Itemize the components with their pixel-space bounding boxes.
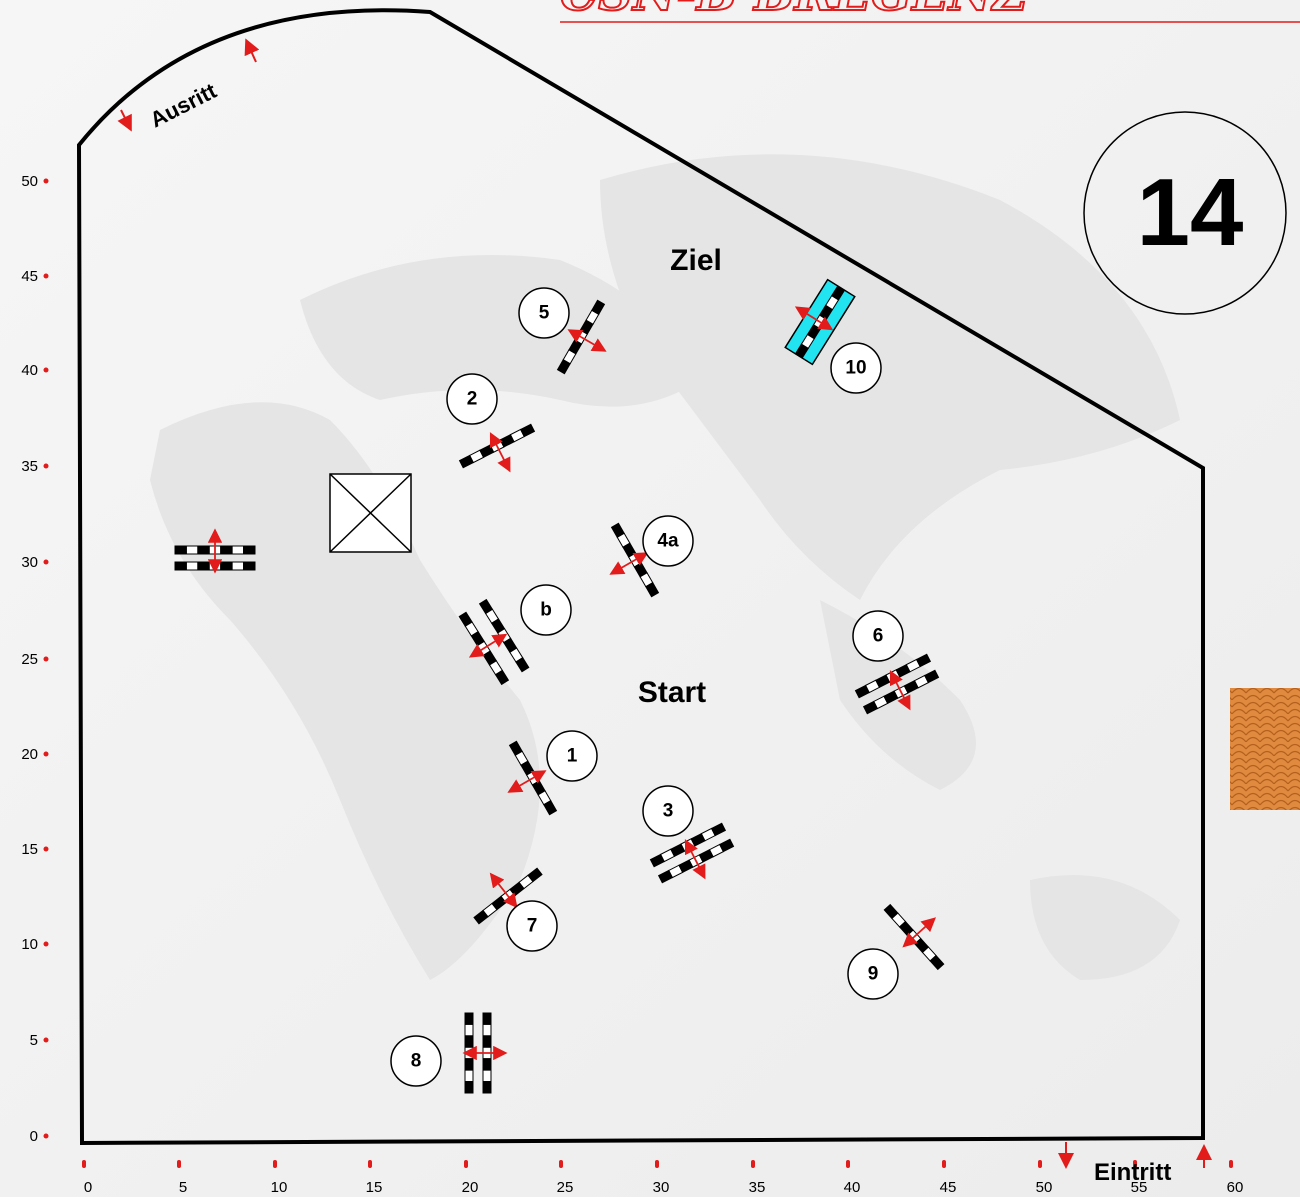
y-tick-mark (43, 463, 49, 469)
y-tick-label: 35 (21, 458, 38, 475)
obstacle-number-6-label: 6 (873, 626, 884, 647)
obstacle-number-8: 8 (390, 1035, 442, 1087)
course-number-badge: 14 (1083, 111, 1287, 315)
obstacle-5 (556, 299, 607, 375)
x-tick-mark (1038, 1160, 1042, 1168)
y-tick-mark (43, 178, 49, 184)
obstacle-number-10-label: 10 (845, 358, 866, 379)
x-tick-mark (177, 1160, 181, 1168)
y-tick-label: 40 (21, 362, 38, 379)
obstacle-4b (458, 598, 530, 686)
obstacle-number-7-label: 7 (527, 916, 538, 937)
y-tick-label: 25 (21, 651, 38, 668)
x-tick-mark (368, 1160, 372, 1168)
obstacle-number-3-label: 3 (663, 801, 674, 822)
x-tick-label: 10 (271, 1179, 288, 1196)
y-tick-label: 45 (21, 268, 38, 285)
obstacle-number-5-label: 5 (539, 303, 550, 324)
x-tick-label: 45 (940, 1179, 957, 1196)
y-tick-label: 50 (21, 173, 38, 190)
y-tick-mark (43, 273, 49, 279)
y-tick-mark (43, 941, 49, 947)
y-tick-label: 15 (21, 841, 38, 858)
y-tick-label: 10 (21, 936, 38, 953)
x-tick-label: 30 (653, 1179, 670, 1196)
y-tick-mark (43, 559, 49, 565)
obstacle-number-1-label: 1 (567, 746, 578, 767)
obstacle-number-4b-label: b (540, 600, 552, 621)
obstacle-9 (883, 903, 945, 971)
x-tick-mark (82, 1160, 86, 1168)
obstacle-number-10: 10 (830, 342, 882, 394)
obstacle-number-1: 1 (546, 730, 598, 782)
obstacle-1 (507, 740, 558, 816)
x-tick-mark (942, 1160, 946, 1168)
x-tick-mark (1133, 1160, 1137, 1168)
obstacle-number-2: 2 (446, 373, 498, 425)
entry-arrows (1058, 1142, 1212, 1169)
obstacle-number-7: 7 (506, 900, 558, 952)
y-tick-mark (43, 846, 49, 852)
obstacle-8 (462, 1012, 508, 1094)
x-tick-label: 40 (844, 1179, 861, 1196)
obstacle-number-2-label: 2 (467, 389, 478, 410)
obstacle-number-8-label: 8 (411, 1051, 422, 1072)
x-axis: 0 5 10 15 20 25 30 35 40 45 50 55 60 (82, 1160, 1243, 1196)
judge-box (329, 473, 412, 553)
obstacle-number-9-label: 9 (868, 964, 879, 985)
start-label: Start (638, 676, 706, 709)
x-tick-mark (273, 1160, 277, 1168)
course-number: 14 (1137, 159, 1244, 266)
obstacle-3 (649, 822, 735, 884)
y-tick-label: 30 (21, 554, 38, 571)
obstacle-number-4a: 4a (642, 515, 694, 567)
y-tick-mark (43, 656, 49, 662)
obstacle-number-9: 9 (847, 948, 899, 1000)
obstacle-2 (458, 423, 536, 473)
finish-label: Ziel (670, 244, 722, 277)
y-tick-mark (43, 1037, 49, 1043)
y-tick-label: 0 (30, 1128, 38, 1145)
obstacle-number-6: 6 (852, 610, 904, 662)
obstacle-7 (473, 867, 543, 925)
x-tick-label: 25 (557, 1179, 574, 1196)
entry-label: Eintritt (1094, 1159, 1171, 1186)
y-tick-mark (43, 1133, 49, 1139)
y-tick-label: 5 (30, 1032, 38, 1049)
obstacle-4a (609, 522, 660, 598)
y-axis: 0 5 10 15 20 25 30 35 40 45 50 (21, 173, 49, 1145)
x-tick-label: 55 (1131, 1179, 1148, 1196)
arena-outline (76, 8, 1205, 1146)
obstacle-number-3: 3 (642, 785, 694, 837)
header-title: CSN-B BREGENZ (560, 0, 1029, 22)
x-tick-mark (751, 1160, 755, 1168)
x-tick-mark (1229, 1160, 1233, 1168)
x-tick-label: 35 (749, 1179, 766, 1196)
wall-decoration (1230, 688, 1300, 810)
obstacle-number-5: 5 (518, 287, 570, 339)
x-tick-mark (846, 1160, 850, 1168)
x-tick-mark (464, 1160, 468, 1168)
obstacle-number-4b: b (520, 584, 572, 636)
x-tick-label: 20 (462, 1179, 479, 1196)
obstacle-6 (854, 653, 940, 715)
x-tick-mark (655, 1160, 659, 1168)
x-tick-label: 5 (179, 1179, 187, 1196)
obstacles-layer: 1 2 3 4a b 5 6 7 8 9 10 (174, 278, 945, 1094)
y-tick-label: 20 (21, 746, 38, 763)
x-tick-label: 0 (84, 1179, 92, 1196)
y-tick-mark (43, 367, 49, 373)
x-tick-label: 15 (366, 1179, 383, 1196)
obstacle-10 (784, 278, 856, 366)
x-tick-mark (559, 1160, 563, 1168)
x-tick-label: 50 (1036, 1179, 1053, 1196)
obstacle-number-4a-label: 4a (657, 531, 679, 552)
obstacle-ox-left (174, 528, 256, 574)
y-tick-mark (43, 751, 49, 757)
exit-arrows (117, 38, 260, 132)
x-tick-label: 60 (1227, 1179, 1244, 1196)
